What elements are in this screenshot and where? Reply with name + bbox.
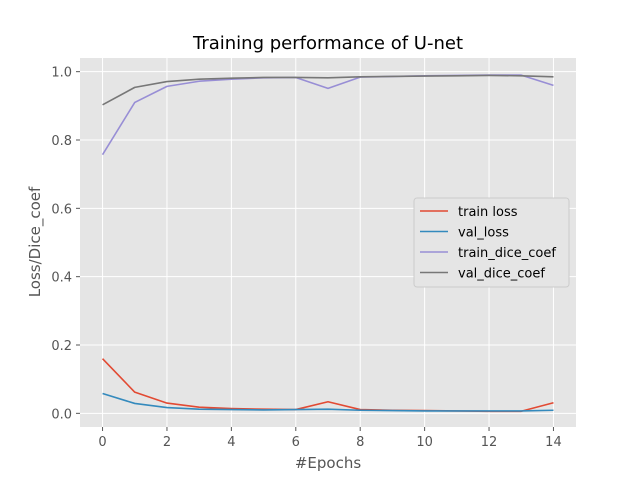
y-tick-label: 0.2 <box>51 339 72 354</box>
y-tick-label: 0.6 <box>51 202 72 217</box>
x-tick-label: 6 <box>292 435 300 450</box>
legend-box <box>413 197 570 288</box>
y-tick-label: 0.4 <box>51 271 72 286</box>
y-axis-label: Loss/Dice_coef <box>26 186 45 297</box>
series-lines <box>101 74 554 413</box>
legend-label: val_loss <box>458 226 509 241</box>
tick-labels: 0 2 4 6 8 10 12 14 0.0 0.2 0.4 0.6 0.8 1.0 <box>51 66 561 450</box>
x-tick-label: 2 <box>163 435 171 450</box>
x-tick-label: 12 <box>481 435 498 450</box>
y-tick-label: 0.8 <box>51 134 72 149</box>
legend-label: val_dice_coef <box>458 267 545 282</box>
legend-label: train loss <box>458 205 518 220</box>
x-tick-label: 8 <box>356 435 364 450</box>
y-tick-label: 1.0 <box>51 66 72 81</box>
x-axis-label: #Epochs <box>295 454 361 472</box>
y-tick-label: 0.0 <box>51 407 72 422</box>
x-tick-label: 0 <box>98 435 106 450</box>
legend-label: train_dice_coef <box>458 246 556 261</box>
chart-title: Training performance of U-net <box>192 33 463 54</box>
legend: train loss val_loss train_dice_coef val_dic… <box>413 197 570 288</box>
series-line-val-loss <box>102 392 554 412</box>
series-line-val-dice-coef <box>102 74 554 106</box>
x-tick-label: 4 <box>227 435 235 450</box>
x-tick-label: 10 <box>416 435 433 450</box>
x-tick-label: 14 <box>545 435 562 450</box>
